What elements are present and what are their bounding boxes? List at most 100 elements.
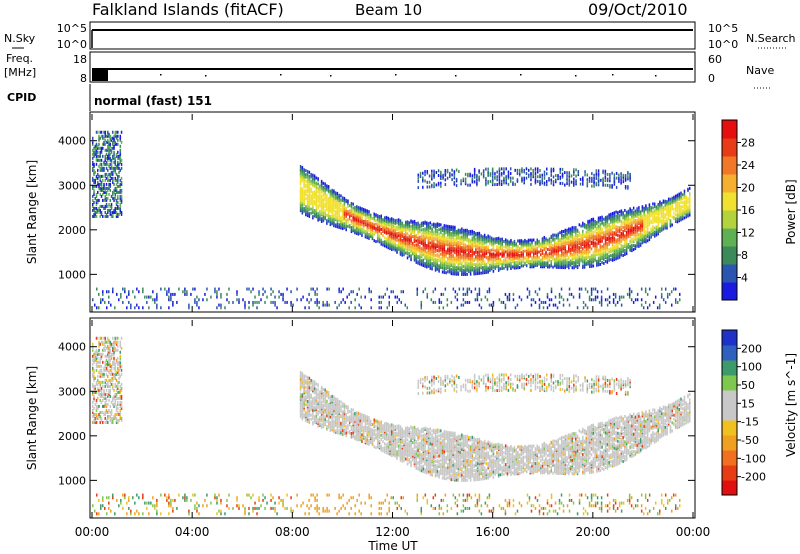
power-cell bbox=[410, 242, 412, 246]
power-cell bbox=[461, 242, 463, 246]
power-cell bbox=[683, 192, 686, 196]
power-cell bbox=[594, 222, 596, 226]
power-cell bbox=[501, 240, 503, 244]
power-cell bbox=[596, 220, 598, 224]
power-cell bbox=[492, 237, 495, 241]
power-cell bbox=[624, 228, 626, 232]
power-cell bbox=[650, 235, 652, 239]
power-cell bbox=[422, 258, 425, 262]
power-cell bbox=[105, 186, 108, 190]
power-cell bbox=[475, 237, 477, 241]
power-cell bbox=[487, 238, 489, 242]
power-cell bbox=[406, 247, 409, 251]
power-cell bbox=[364, 219, 367, 223]
power-cell bbox=[641, 238, 644, 242]
power-cell bbox=[100, 188, 103, 192]
power-cell bbox=[115, 178, 118, 182]
power-cell bbox=[112, 287, 114, 291]
power-cell bbox=[548, 240, 551, 244]
power-cell bbox=[110, 210, 113, 214]
power-cell bbox=[102, 290, 104, 294]
power-cell bbox=[468, 251, 470, 255]
power-cell bbox=[466, 244, 468, 248]
power-cell bbox=[678, 201, 680, 205]
power-cell bbox=[92, 198, 94, 202]
power-cell bbox=[550, 242, 553, 246]
power-cell bbox=[506, 246, 509, 250]
power-cell bbox=[102, 192, 104, 196]
power-cell bbox=[571, 228, 574, 232]
power-cell bbox=[498, 178, 501, 182]
power-cell bbox=[110, 212, 113, 216]
power-cell bbox=[662, 227, 665, 231]
power-cell bbox=[359, 229, 361, 233]
power-cell bbox=[557, 261, 560, 265]
power-cell bbox=[315, 191, 318, 195]
power-cell bbox=[615, 231, 617, 235]
power-cell bbox=[359, 225, 361, 229]
power-cell bbox=[534, 251, 537, 255]
power-cell bbox=[525, 249, 528, 253]
power-cell bbox=[343, 222, 346, 226]
power-cell bbox=[636, 232, 638, 236]
power-cell bbox=[417, 229, 419, 233]
power-cell bbox=[576, 246, 579, 250]
power-cell bbox=[569, 227, 572, 231]
power-cell bbox=[611, 224, 614, 228]
power-cell bbox=[96, 287, 98, 291]
power-cell bbox=[426, 265, 428, 269]
power-cell bbox=[104, 214, 107, 218]
power-cell bbox=[482, 173, 485, 177]
power-cell bbox=[450, 232, 453, 236]
power-cell bbox=[378, 219, 381, 223]
power-cell bbox=[627, 209, 630, 213]
power-cell bbox=[420, 263, 423, 267]
power-cell bbox=[562, 251, 565, 255]
nave-scatter bbox=[160, 74, 657, 77]
power-cell bbox=[638, 218, 640, 222]
power-cell bbox=[431, 177, 433, 181]
power-cell bbox=[95, 156, 98, 160]
power-cell bbox=[645, 229, 647, 233]
power-cell bbox=[440, 175, 442, 179]
power-cell bbox=[105, 152, 108, 156]
power-cell bbox=[473, 180, 476, 184]
power-cell bbox=[478, 231, 481, 235]
power-cell bbox=[606, 236, 609, 240]
power-cell bbox=[441, 255, 444, 259]
power-cell bbox=[466, 228, 468, 232]
power-cell bbox=[688, 201, 691, 205]
power-cell bbox=[118, 184, 120, 188]
power-cell bbox=[448, 269, 451, 273]
power-cell bbox=[382, 226, 384, 230]
power-cell bbox=[568, 171, 571, 175]
power-cell bbox=[577, 173, 580, 177]
power-cell bbox=[503, 239, 505, 243]
power-cell bbox=[108, 182, 110, 186]
power-cell bbox=[312, 205, 314, 209]
power-cell bbox=[645, 224, 647, 228]
power-cell bbox=[417, 242, 419, 246]
power-cell bbox=[98, 134, 100, 138]
power-cell bbox=[632, 210, 635, 214]
power-cell bbox=[503, 251, 505, 255]
power-cell bbox=[450, 225, 453, 229]
power-cell bbox=[655, 216, 658, 220]
power-cell bbox=[555, 245, 558, 249]
power-cell bbox=[687, 213, 689, 217]
power-cell bbox=[497, 236, 500, 240]
power-cell bbox=[108, 178, 110, 182]
power-cell bbox=[580, 245, 582, 249]
power-cell bbox=[452, 262, 454, 266]
power-cell bbox=[119, 194, 122, 198]
power-cell bbox=[550, 167, 553, 171]
power-cell bbox=[119, 158, 122, 162]
power-cell bbox=[97, 210, 99, 214]
power-cell bbox=[599, 258, 602, 262]
power-cell bbox=[117, 154, 119, 158]
power-cell bbox=[431, 239, 433, 243]
power-cell bbox=[587, 225, 589, 229]
power-cell bbox=[561, 266, 563, 270]
power-cell bbox=[317, 206, 319, 210]
power-cell bbox=[629, 177, 631, 181]
